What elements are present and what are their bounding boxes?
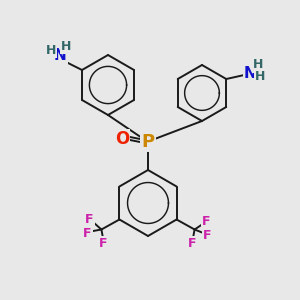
Text: F: F xyxy=(188,237,197,250)
Text: N: N xyxy=(54,49,66,64)
Text: H: H xyxy=(61,40,71,52)
Text: F: F xyxy=(203,229,212,242)
Text: O: O xyxy=(115,130,129,148)
Text: F: F xyxy=(202,215,211,228)
Text: F: F xyxy=(83,227,92,240)
Text: N: N xyxy=(244,65,256,80)
Text: H: H xyxy=(255,70,266,83)
Text: F: F xyxy=(85,213,94,226)
Text: F: F xyxy=(99,237,108,250)
Text: P: P xyxy=(141,133,154,151)
Text: H: H xyxy=(46,44,56,56)
Text: H: H xyxy=(253,58,263,71)
